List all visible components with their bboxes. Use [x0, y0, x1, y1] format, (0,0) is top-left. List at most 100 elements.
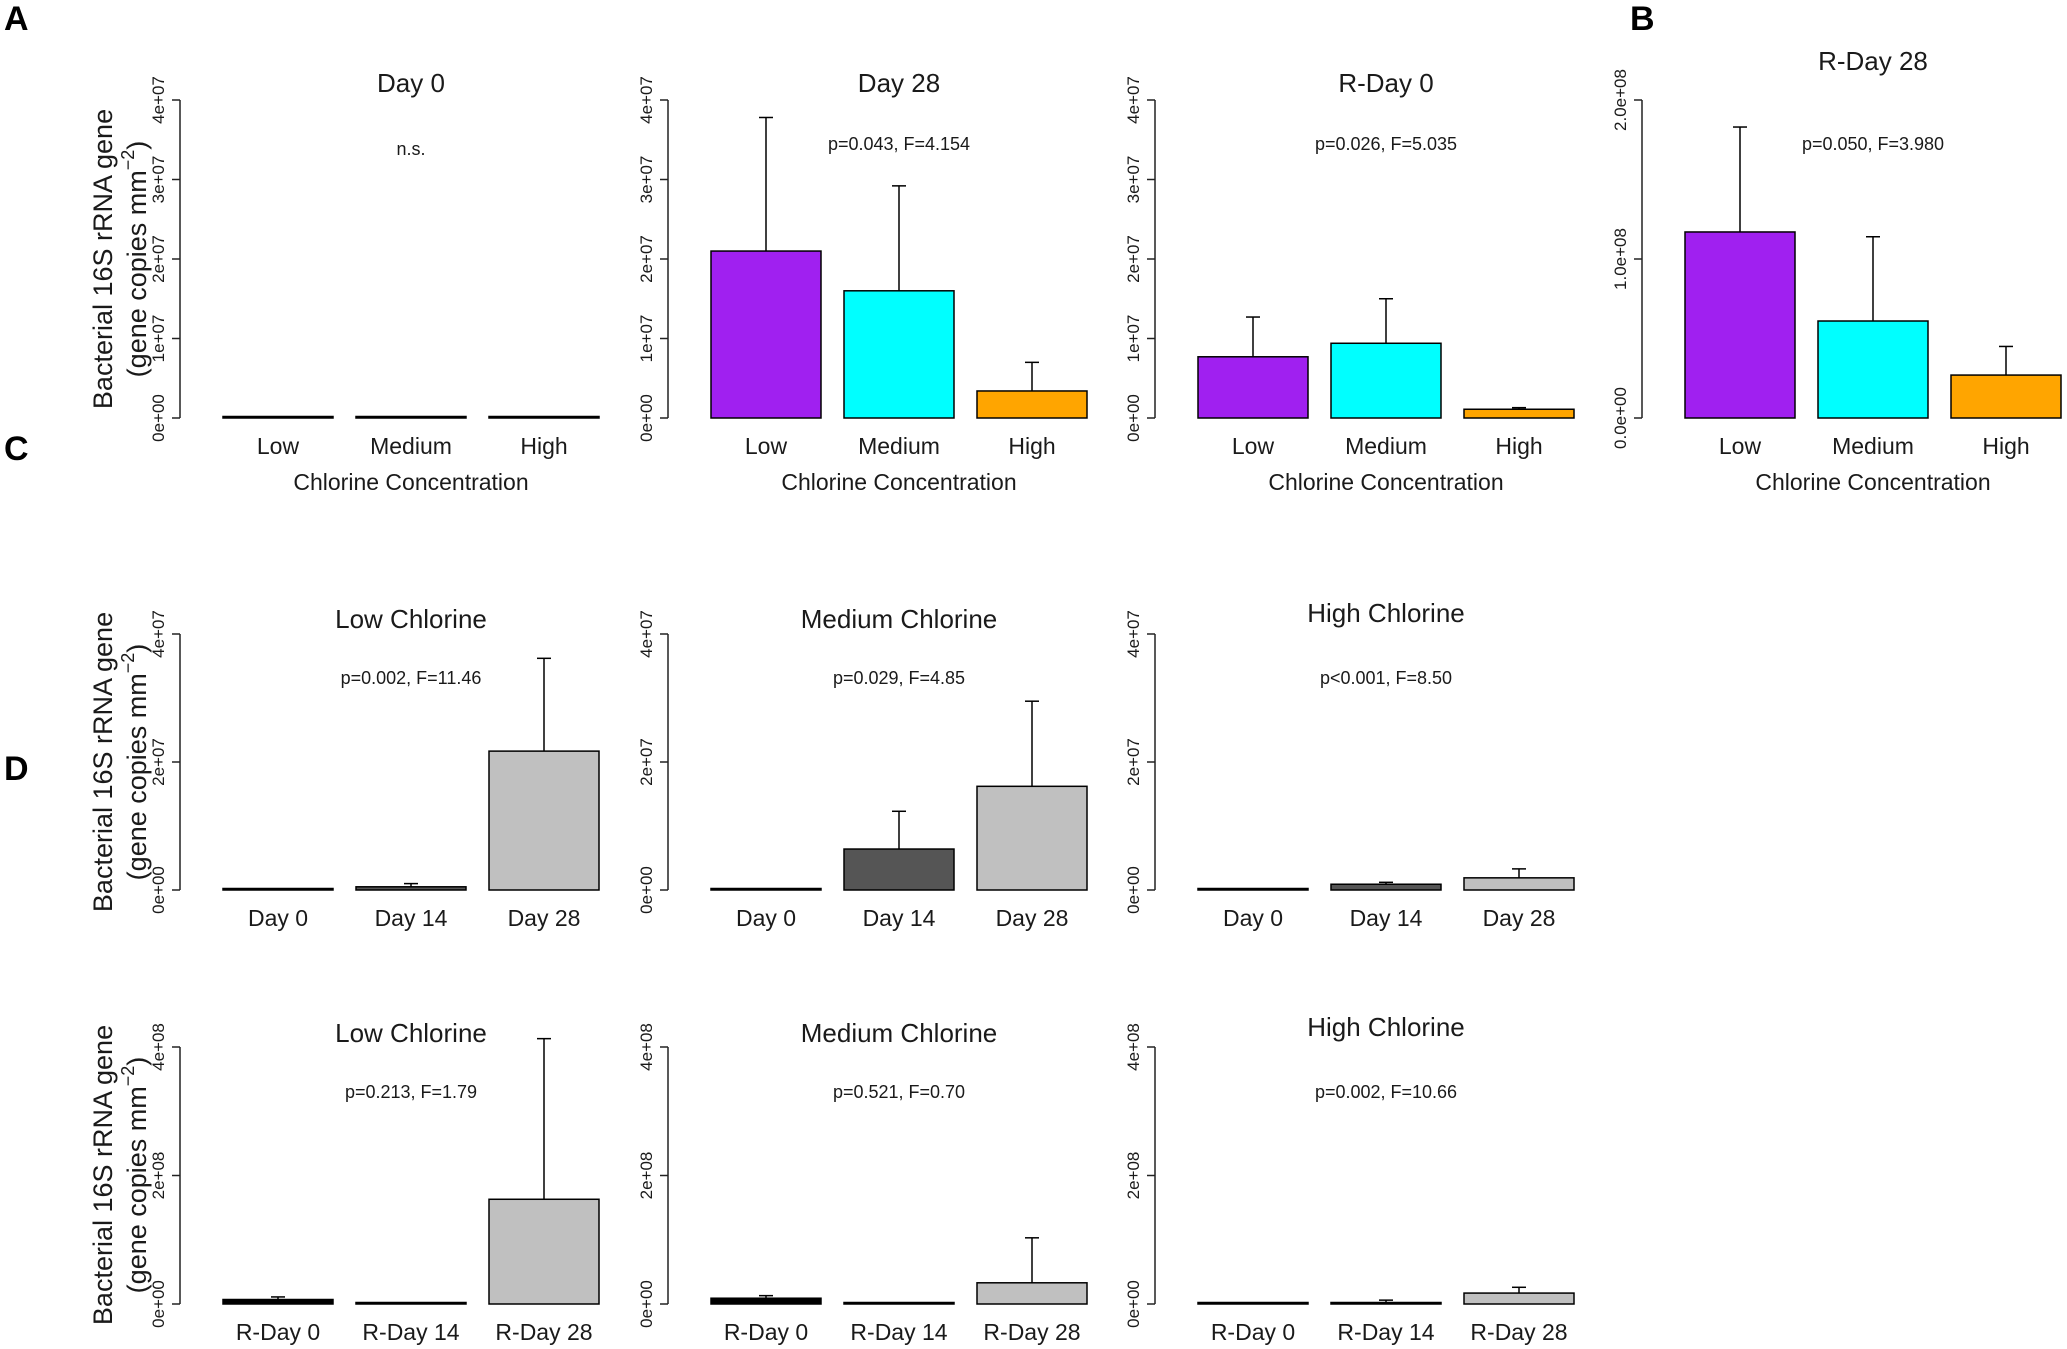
- y-tick-label: 3e+07: [637, 156, 656, 204]
- y-tick-label: 1.0e+08: [1611, 228, 1630, 290]
- y-tick-label: 0e+00: [149, 866, 168, 914]
- stat-annotation: n.s.: [396, 139, 425, 159]
- bar: [1463, 1292, 1575, 1305]
- x-tick-label: Day 28: [996, 905, 1069, 931]
- stat-annotation: p=0.050, F=3.980: [1802, 134, 1944, 154]
- x-tick-label: Day 14: [1350, 905, 1423, 931]
- x-tick-label: R-Day 28: [1470, 1319, 1567, 1345]
- y-tick-label: 0e+00: [637, 866, 656, 914]
- chart-d-low: 0e+00 2e+08 4e+08 R-Day 0 R-Day 14 R-Day 28 Lo…: [149, 1018, 600, 1345]
- chart-c-high: 0e+00 2e+07 4e+07 Day 0 Day 14 Day 28 High Chl…: [1124, 598, 1575, 931]
- bar: [488, 750, 600, 891]
- x-tick-label: Medium: [858, 433, 940, 459]
- stat-annotation: p=0.002, F=11.46: [341, 668, 482, 688]
- bar: [1197, 356, 1309, 419]
- stat-annotation: p=0.002, F=10.66: [1315, 1082, 1457, 1102]
- bar: [355, 1301, 467, 1305]
- y-tick-label: 0e+00: [1124, 866, 1143, 914]
- y-tick-label: 4e+08: [149, 1023, 168, 1071]
- y-tick-label: 3e+07: [149, 156, 168, 204]
- stat-annotation: p=0.043, F=4.154: [828, 134, 970, 154]
- y-tick-label: 0e+00: [1124, 394, 1143, 442]
- x-tick-label: High: [520, 433, 567, 459]
- bar: [843, 1301, 955, 1305]
- chart-c-low: 0e+00 2e+07 4e+07 Day 0 Day 14 Day 28 Low Chlo…: [149, 604, 600, 931]
- y-axis-title-line2: (gene copies mm−2): [118, 141, 152, 378]
- x-tick-label: Day 14: [863, 905, 936, 931]
- x-axis-title: Chlorine Concentration: [293, 469, 528, 495]
- y-axis-title-line2: (gene copies mm−2): [118, 1057, 152, 1294]
- bar: [1197, 1301, 1309, 1305]
- x-tick-label: R-Day 28: [495, 1319, 592, 1345]
- bar: [222, 887, 334, 891]
- x-tick-label: R-Day 14: [362, 1319, 459, 1345]
- y-tick-label: 2e+08: [1124, 1152, 1143, 1200]
- y-tick-label: 4e+08: [637, 1023, 656, 1071]
- y-tick-label: 2e+08: [637, 1152, 656, 1200]
- x-tick-label: Medium: [1832, 433, 1914, 459]
- chart-d-high: 0e+00 2e+08 4e+08 R-Day 0 R-Day 14 R-Day 28 Hi…: [1124, 1012, 1575, 1345]
- y-axis-title-row-1: Bacterial 16S rRNA gene (gene copies mm−2…: [88, 612, 152, 912]
- chart-a-day28: 0e+00 1e+07 2e+07 3e+07 4e+07 Low Medium High Da…: [637, 68, 1088, 495]
- y-tick-label: 2e+07: [637, 235, 656, 283]
- x-tick-label: Day 0: [736, 905, 796, 931]
- x-tick-label: Day 0: [248, 905, 308, 931]
- y-axis-title-line1: Bacterial 16S rRNA gene: [88, 1025, 118, 1325]
- stat-annotation: p=0.029, F=4.85: [833, 668, 965, 688]
- bar: [1330, 342, 1442, 419]
- y-tick-label: 2e+07: [1124, 235, 1143, 283]
- x-tick-label: Day 28: [508, 905, 581, 931]
- x-axis-title: Chlorine Concentration: [1268, 469, 1503, 495]
- stat-annotation: p=0.213, F=1.79: [345, 1082, 477, 1102]
- bar: [355, 415, 467, 419]
- x-tick-label: Low: [257, 433, 300, 459]
- chart-a-day0: 0e+00 1e+07 2e+07 3e+07 4e+07 Low Medium High Da…: [149, 68, 600, 495]
- x-tick-label: High: [1008, 433, 1055, 459]
- x-tick-label: R-Day 14: [850, 1319, 947, 1345]
- y-tick-label: 4e+07: [1124, 76, 1143, 124]
- x-tick-label: Day 28: [1483, 905, 1556, 931]
- bar: [710, 887, 822, 891]
- chart-title: High Chlorine: [1307, 1012, 1465, 1042]
- bar: [488, 1198, 600, 1305]
- y-tick-label: 0e+00: [637, 394, 656, 442]
- bar: [710, 250, 822, 419]
- bar: [1463, 877, 1575, 891]
- x-tick-label: Medium: [370, 433, 452, 459]
- bar: [843, 848, 955, 891]
- chart-title: Medium Chlorine: [801, 1018, 998, 1048]
- y-tick-label: 0.0e+00: [1611, 387, 1630, 449]
- chart-title: Day 28: [858, 68, 940, 98]
- y-axis-title-line1: Bacterial 16S rRNA gene: [88, 109, 118, 409]
- x-tick-label: Low: [1719, 433, 1762, 459]
- chart-title: R-Day 0: [1338, 68, 1433, 98]
- panel-label-a: A: [4, 0, 29, 38]
- x-tick-label: Medium: [1345, 433, 1427, 459]
- x-tick-label: R-Day 28: [983, 1319, 1080, 1345]
- bar: [1330, 1301, 1442, 1305]
- x-tick-label: High: [1982, 433, 2029, 459]
- panel-label-d: D: [4, 750, 29, 788]
- y-tick-label: 2e+07: [637, 738, 656, 786]
- y-tick-label: 2.0e+08: [1611, 69, 1630, 131]
- y-tick-label: 2e+08: [149, 1152, 168, 1200]
- x-tick-label: R-Day 0: [1211, 1319, 1295, 1345]
- y-tick-label: 4e+07: [149, 610, 168, 658]
- chart-title: Day 0: [377, 68, 445, 98]
- bar: [710, 1297, 822, 1305]
- x-axis-title: Chlorine Concentration: [1755, 469, 1990, 495]
- x-tick-label: Low: [745, 433, 788, 459]
- stat-annotation: p<0.001, F=8.50: [1320, 668, 1452, 688]
- chart-title: High Chlorine: [1307, 598, 1465, 628]
- bar: [976, 390, 1088, 419]
- y-axis-title-line2: (gene copies mm−2): [118, 644, 152, 881]
- y-tick-label: 3e+07: [1124, 156, 1143, 204]
- x-tick-label: High: [1495, 433, 1542, 459]
- x-tick-label: Low: [1232, 433, 1275, 459]
- y-tick-label: 2e+07: [149, 235, 168, 283]
- bar: [355, 886, 467, 891]
- y-tick-label: 1e+07: [1124, 315, 1143, 363]
- chart-title: Low Chlorine: [335, 604, 487, 634]
